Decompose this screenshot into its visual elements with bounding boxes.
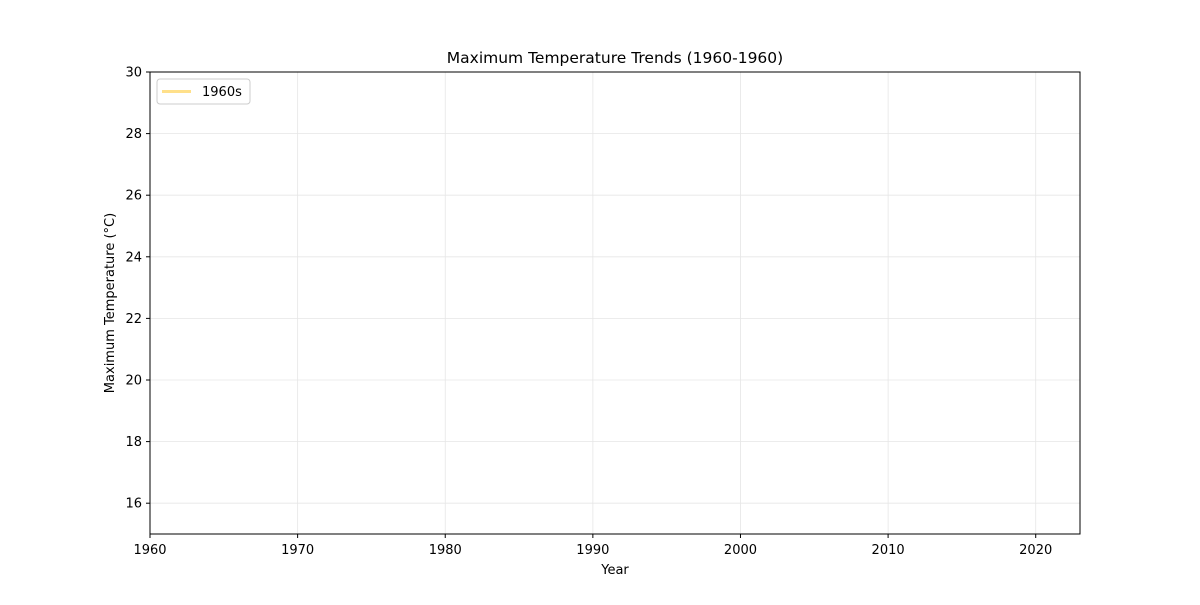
- ticks: 1960 1970 1980 1990 2000 2010 2020 16 18 20 22 24 26…: [125, 66, 1052, 559]
- x-axis-label: Year: [600, 563, 629, 578]
- y-tick-label: 20: [125, 374, 142, 389]
- x-tick-label: 1980: [429, 543, 462, 558]
- legend: 1960s: [156, 78, 251, 105]
- y-tick-label: 30: [125, 66, 142, 81]
- y-tick-label: 16: [125, 497, 142, 512]
- x-tick-label: 1990: [576, 543, 609, 558]
- legend-label: 1960s: [202, 85, 242, 100]
- y-tick-label: 28: [125, 127, 142, 142]
- chart-title: Maximum Temperature Trends (1960-1960): [447, 49, 783, 67]
- y-tick-label: 26: [125, 189, 142, 204]
- plot-frame: [149, 71, 1081, 535]
- x-tick-label: 1970: [281, 543, 314, 558]
- x-tick-label: 1960: [133, 543, 166, 558]
- x-tick-label: 2020: [1019, 543, 1052, 558]
- y-tick-label: 22: [125, 312, 142, 327]
- x-tick-label: 2010: [872, 543, 905, 558]
- y-axis-label: Maximum Temperature (°C): [103, 213, 118, 393]
- legend-box: [156, 78, 251, 105]
- y-tick-label: 18: [125, 435, 142, 450]
- y-tick-label: 24: [125, 250, 142, 265]
- x-tick-label: 2000: [724, 543, 757, 558]
